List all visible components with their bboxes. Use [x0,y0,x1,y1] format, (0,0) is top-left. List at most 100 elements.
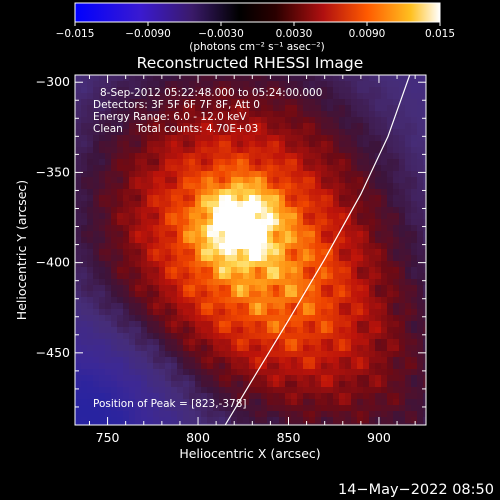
heatmap-cell [189,201,196,208]
heatmap-cell [375,213,382,220]
heatmap-cell [285,111,292,118]
heatmap-cell [87,117,94,124]
heatmap-cell [195,183,202,190]
heatmap-cell [393,303,400,310]
heatmap-cell [261,411,268,418]
heatmap-cell [141,279,148,286]
heatmap-cell [147,195,154,202]
heatmap-cell [405,393,412,400]
heatmap-cell [153,123,160,130]
heatmap-cell [357,159,364,166]
heatmap-cell [339,183,346,190]
heatmap-cell [129,171,136,178]
heatmap-cell [171,351,178,358]
heatmap-cell [93,381,100,388]
heatmap-cell [225,75,232,82]
heatmap-cell [291,219,298,226]
heatmap-cell [345,351,352,358]
heatmap-cell [333,255,340,262]
heatmap-cell [279,99,286,106]
heatmap-cell [189,159,196,166]
heatmap-cell [153,165,160,172]
heatmap-cell [243,231,250,238]
heatmap-cell [171,111,178,118]
heatmap-cell [411,105,418,112]
heatmap-cell [357,321,364,328]
heatmap-cell [417,99,424,106]
heatmap-cell [111,279,118,286]
heatmap-cell [273,279,280,286]
heatmap-cell [189,81,196,88]
heatmap-cell [81,399,88,406]
heatmap-cell [195,285,202,292]
heatmap-cell [213,207,220,214]
heatmap-cell [117,111,124,118]
heatmap-cell [297,207,304,214]
heatmap-cell [177,93,184,100]
heatmap-cell [201,75,208,82]
heatmap-cell [417,129,424,136]
heatmap-cell [285,321,292,328]
heatmap-cell [99,93,106,100]
heatmap-cell [345,267,352,274]
heatmap-cell [105,225,112,232]
heatmap-cell [315,135,322,142]
heatmap-cell [357,261,364,268]
heatmap-cell [225,363,232,370]
heatmap-cell [279,315,286,322]
heatmap-cell [81,333,88,340]
heatmap-cell [333,345,340,352]
heatmap-cell [381,201,388,208]
heatmap-cell [243,297,250,304]
heatmap-cell [309,171,316,178]
heatmap-cell [141,93,148,100]
heatmap-cell [255,417,262,424]
heatmap-cell [351,285,358,292]
heatmap-cell [387,297,394,304]
heatmap-cell [243,75,250,82]
heatmap-cell [147,75,154,82]
heatmap-cell [171,387,178,394]
heatmap-cell [387,423,394,425]
heatmap-cell [219,411,226,418]
heatmap-cell [177,255,184,262]
heatmap-cell [195,249,202,256]
heatmap-cell [267,321,274,328]
heatmap-cell [393,153,400,160]
heatmap-cell [339,339,346,346]
heatmap-cell [243,339,250,346]
heatmap-cell [291,309,298,316]
heatmap-cell [309,93,316,100]
heatmap-cell [135,333,142,340]
heatmap-cell [171,81,178,88]
heatmap-cell [207,261,214,268]
heatmap-cell [249,417,256,424]
heatmap-cell [309,237,316,244]
heatmap-cell [381,105,388,112]
heatmap-cell [195,153,202,160]
heatmap-cell [363,153,370,160]
heatmap-cell [123,273,130,280]
heatmap-cell [93,165,100,172]
heatmap-cell [213,237,220,244]
heatmap-cell [99,375,106,382]
heatmap-cell [99,351,106,358]
heatmap-cell [93,111,100,118]
heatmap-cell [273,189,280,196]
heatmap-cell [117,171,124,178]
heatmap-cell [141,273,148,280]
heatmap-cell [363,321,370,328]
heatmap-cell [147,345,154,352]
heatmap-cell [405,105,412,112]
heatmap-cell [129,183,136,190]
heatmap-cell [195,321,202,328]
heatmap-cell [387,237,394,244]
heatmap-cell [93,231,100,238]
heatmap-cell [87,147,94,154]
heatmap-cell [243,351,250,358]
heatmap-cell [231,165,238,172]
heatmap-cell [279,297,286,304]
heatmap-cell [201,153,208,160]
heatmap-cell [243,171,250,178]
heatmap-cell [393,141,400,148]
